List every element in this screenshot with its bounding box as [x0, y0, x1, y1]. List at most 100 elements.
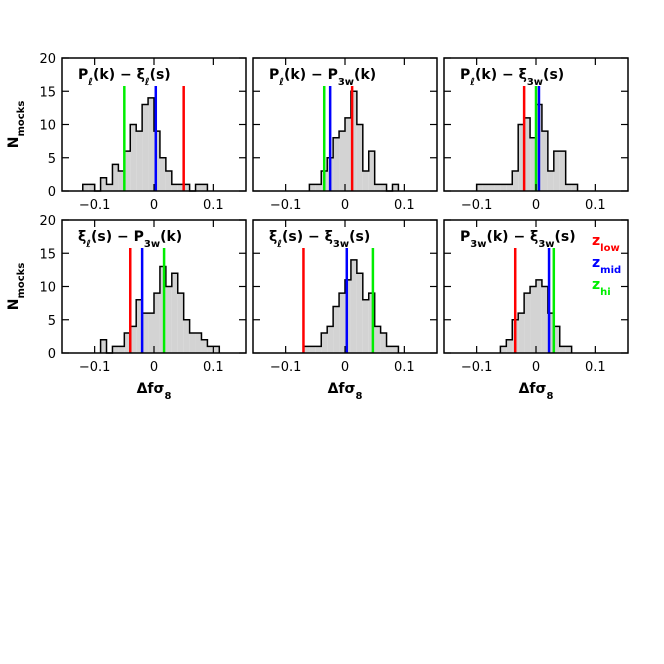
- histogram-bar: [88, 184, 95, 191]
- legend-entry: zlow: [592, 233, 620, 254]
- x-tick-label: 0: [532, 198, 540, 213]
- panel-title-part: ℓ: [87, 77, 93, 88]
- x-tick-label: 0: [341, 360, 349, 375]
- histogram-bar: [195, 333, 202, 353]
- panel-title: Pℓ(k) − P3w(k): [269, 67, 376, 88]
- panel-title-part: (k): [354, 67, 376, 83]
- histogram-bar: [339, 293, 345, 353]
- histogram-bar: [541, 131, 548, 191]
- histogram-bar: [512, 171, 519, 191]
- x-tick-label: −0.1: [79, 198, 111, 213]
- histogram-bar: [106, 184, 113, 191]
- histogram-bar: [142, 313, 149, 353]
- x-axis-label-part: Δfσ: [328, 381, 356, 397]
- histogram-bar: [112, 346, 119, 353]
- panel-title-part: 3w: [338, 77, 354, 88]
- histogram-bar: [315, 346, 322, 353]
- histogram-bar: [356, 124, 363, 191]
- histogram-bar: [380, 333, 387, 353]
- x-axis-label-part: 8: [164, 391, 171, 402]
- y-axis-label: Nmocks: [6, 101, 27, 149]
- histogram-bar: [362, 299, 369, 353]
- histogram-bar: [118, 346, 125, 353]
- y-tick-label: 20: [39, 214, 56, 229]
- histogram-bar: [356, 273, 363, 353]
- histogram-bar: [350, 259, 357, 353]
- histogram-bar: [201, 339, 208, 353]
- histogram-bar: [183, 319, 190, 353]
- y-tick-label: 0: [48, 185, 56, 200]
- histogram-bar: [482, 184, 489, 191]
- histogram-bar: [189, 333, 196, 353]
- panel-title-part: (s): [555, 229, 576, 245]
- histogram-bar: [380, 184, 387, 191]
- histogram-bar: [124, 333, 131, 353]
- histogram-bar: [154, 293, 160, 353]
- y-axis-label-part: mocks: [16, 101, 27, 137]
- histogram-bar: [100, 177, 107, 191]
- histogram-bar: [171, 273, 178, 353]
- histogram-bar: [118, 171, 125, 191]
- histogram-bar: [201, 184, 208, 191]
- histogram-bar: [142, 104, 149, 191]
- panel-title: ξℓ(s) − ξ3w(s): [269, 229, 370, 250]
- histogram-bar: [536, 279, 542, 353]
- panel-title-part: 3w: [470, 239, 486, 250]
- histogram-bar: [207, 346, 214, 353]
- histogram-bar: [136, 299, 143, 353]
- panel-title-part: (s): [150, 67, 171, 83]
- legend-entry-part: z: [592, 277, 600, 293]
- histogram-bar: [333, 306, 340, 353]
- histogram-bar: [112, 164, 119, 191]
- y-tick-label: 5: [48, 152, 56, 167]
- panel-title-part: ℓ: [276, 239, 282, 250]
- histogram-bar: [559, 151, 566, 191]
- x-axis-label: Δfσ8: [137, 381, 172, 402]
- panel-title-part: (k): [160, 229, 182, 245]
- panel-title: ξℓ(s) − P3w(k): [78, 229, 182, 250]
- histogram-bar: [165, 286, 172, 353]
- panel-title: Pℓ(k) − ξ3w(s): [460, 67, 564, 88]
- x-axis-label: Δfσ8: [519, 381, 554, 402]
- histogram-bar: [374, 326, 381, 353]
- y-tick-label: 20: [39, 52, 56, 67]
- histogram-bar: [530, 137, 536, 191]
- histogram-outline: [308, 90, 400, 192]
- histogram-bar: [177, 293, 184, 353]
- legend-entry-part: hi: [600, 287, 611, 298]
- legend-entry-part: mid: [600, 265, 621, 276]
- histogram-bar: [130, 124, 137, 191]
- histogram-outline: [99, 265, 221, 354]
- panel-title-part: (k) − P: [284, 67, 338, 83]
- x-tick-label: 0.1: [585, 360, 606, 375]
- panel-title-part: ξ: [269, 229, 277, 245]
- x-tick-label: 0.1: [394, 360, 415, 375]
- x-axis-label-part: 8: [355, 391, 362, 402]
- panel-title-part: (s) − P: [91, 229, 144, 245]
- histogram-bar: [488, 184, 495, 191]
- panel-title-part: ℓ: [469, 77, 475, 88]
- panel-title-part: ℓ: [278, 77, 284, 88]
- histogram-bar: [559, 346, 566, 353]
- histogram-bar: [518, 124, 525, 191]
- histogram-bar: [195, 184, 202, 191]
- y-axis-label-part: mocks: [16, 263, 27, 299]
- histogram-outline: [475, 103, 579, 191]
- histogram-bar: [350, 91, 357, 191]
- x-tick-label: 0: [341, 198, 349, 213]
- histogram-bar: [392, 184, 399, 191]
- legend-entry: zmid: [592, 255, 621, 276]
- panel-title: P3w(k) − ξ3w(s): [460, 229, 576, 250]
- histogram-bar: [571, 184, 578, 191]
- panel-title-part: P: [460, 229, 470, 245]
- histogram-bar: [315, 184, 322, 191]
- x-tick-label: 0.1: [203, 360, 224, 375]
- histogram-bar: [100, 339, 107, 353]
- panel-title-part: P: [269, 67, 279, 83]
- histogram-bar: [213, 346, 220, 353]
- x-tick-label: 0: [150, 198, 158, 213]
- histogram-bar: [148, 97, 154, 191]
- panel-title-part: (s) − ξ: [282, 229, 333, 245]
- histogram-bar: [82, 184, 89, 191]
- histogram-bar: [333, 137, 340, 191]
